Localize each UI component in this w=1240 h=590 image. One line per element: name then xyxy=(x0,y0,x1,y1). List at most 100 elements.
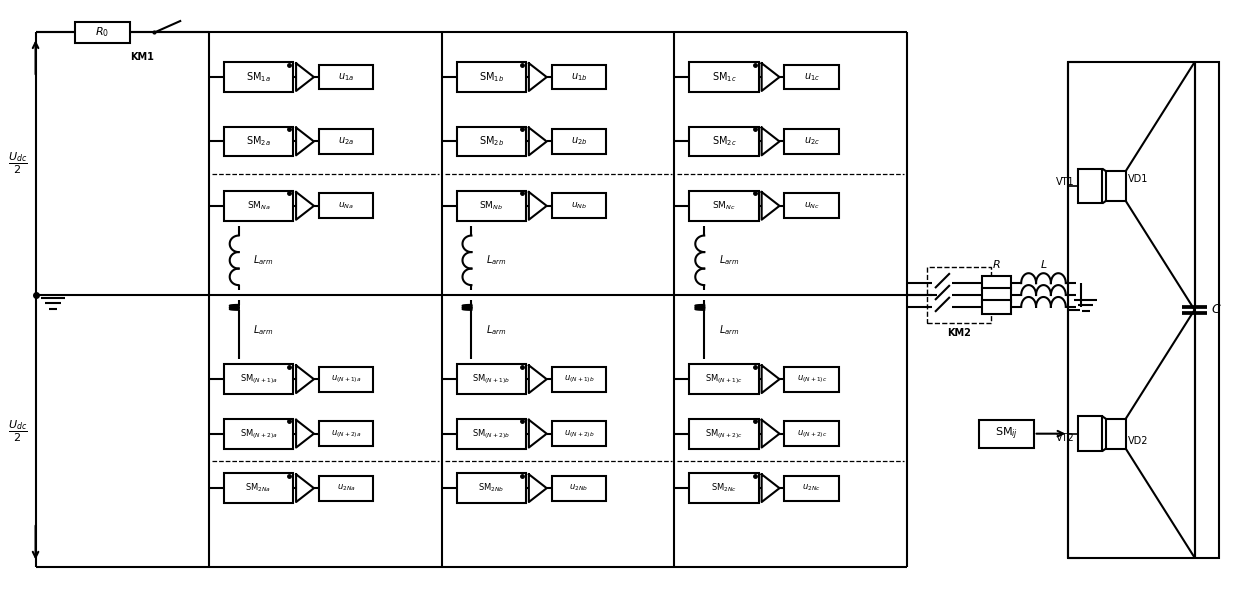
Bar xyxy=(689,473,759,503)
Text: $\mathrm{SM}_{2b}$: $\mathrm{SM}_{2b}$ xyxy=(479,135,503,148)
Bar xyxy=(785,65,839,90)
Text: $u_{2b}$: $u_{2b}$ xyxy=(570,136,587,148)
Polygon shape xyxy=(529,192,547,219)
Text: $L$: $L$ xyxy=(1039,258,1048,270)
Bar xyxy=(552,476,606,500)
Text: $\dfrac{U_{dc}}{2}$: $\dfrac{U_{dc}}{2}$ xyxy=(7,418,27,444)
Text: $u_{(N+2)b}$: $u_{(N+2)b}$ xyxy=(563,428,594,440)
Bar xyxy=(319,421,373,446)
Text: $u_{1c}$: $u_{1c}$ xyxy=(804,71,820,83)
Text: $u_{(N+2)c}$: $u_{(N+2)c}$ xyxy=(796,428,827,440)
Text: $u_{2Na}$: $u_{2Na}$ xyxy=(337,483,356,493)
Text: $\mathrm{SM}_{(N+2)a}$: $\mathrm{SM}_{(N+2)a}$ xyxy=(239,427,278,441)
Text: $\mathrm{SM}_{Nb}$: $\mathrm{SM}_{Nb}$ xyxy=(479,199,503,212)
Text: $\mathrm{SM}_{ij}$: $\mathrm{SM}_{ij}$ xyxy=(994,425,1018,442)
Text: KM2: KM2 xyxy=(947,327,971,337)
Bar xyxy=(552,367,606,392)
Polygon shape xyxy=(761,192,780,219)
Text: $L_{arm}$: $L_{arm}$ xyxy=(253,323,274,336)
Polygon shape xyxy=(296,365,314,393)
Text: $L_{arm}$: $L_{arm}$ xyxy=(486,323,507,336)
Text: $\mathrm{SM}_{(N+2)b}$: $\mathrm{SM}_{(N+2)b}$ xyxy=(472,427,510,441)
Text: $\mathrm{SM}_{2Nc}$: $\mathrm{SM}_{2Nc}$ xyxy=(711,482,737,494)
Bar xyxy=(928,267,992,323)
Bar xyxy=(689,365,759,394)
Text: $u_{Nb}$: $u_{Nb}$ xyxy=(570,201,587,211)
Bar xyxy=(552,65,606,90)
Bar xyxy=(785,129,839,154)
Text: $R_0$: $R_0$ xyxy=(95,25,109,40)
Polygon shape xyxy=(296,474,314,502)
Bar xyxy=(785,367,839,392)
Bar xyxy=(689,191,759,221)
Text: $\mathrm{SM}_{(N+2)c}$: $\mathrm{SM}_{(N+2)c}$ xyxy=(706,427,743,441)
Polygon shape xyxy=(529,63,547,91)
Bar xyxy=(223,473,293,503)
Text: $L_{arm}$: $L_{arm}$ xyxy=(719,254,739,267)
Bar xyxy=(980,420,1034,448)
Text: $u_{(N+1)b}$: $u_{(N+1)b}$ xyxy=(563,373,594,385)
Text: $u_{2Nb}$: $u_{2Nb}$ xyxy=(569,483,588,493)
Bar xyxy=(552,421,606,446)
Bar xyxy=(223,419,293,448)
Polygon shape xyxy=(529,474,547,502)
Text: $\dfrac{U_{dc}}{2}$: $\dfrac{U_{dc}}{2}$ xyxy=(7,151,27,176)
Bar xyxy=(1106,419,1126,448)
Text: $\mathrm{SM}_{1b}$: $\mathrm{SM}_{1b}$ xyxy=(479,70,503,84)
Text: VT1: VT1 xyxy=(1056,177,1075,187)
Bar xyxy=(456,419,526,448)
Bar xyxy=(982,288,1012,302)
Text: $\mathrm{SM}_{2a}$: $\mathrm{SM}_{2a}$ xyxy=(246,135,270,148)
Bar xyxy=(456,365,526,394)
Polygon shape xyxy=(296,420,314,448)
Text: $\mathrm{SM}_{1a}$: $\mathrm{SM}_{1a}$ xyxy=(246,70,270,84)
Text: $L_{arm}$: $L_{arm}$ xyxy=(253,254,274,267)
Text: VD2: VD2 xyxy=(1127,435,1148,445)
Text: $\mathrm{SM}_{1c}$: $\mathrm{SM}_{1c}$ xyxy=(712,70,737,84)
Text: $u_{Na}$: $u_{Na}$ xyxy=(339,201,355,211)
Text: $u_{2c}$: $u_{2c}$ xyxy=(804,136,820,148)
Text: $\mathrm{SM}_{Nc}$: $\mathrm{SM}_{Nc}$ xyxy=(712,199,735,212)
Bar xyxy=(552,194,606,218)
Bar xyxy=(689,419,759,448)
Bar xyxy=(982,276,1012,290)
Bar xyxy=(319,476,373,500)
Text: $\mathrm{SM}_{2Nb}$: $\mathrm{SM}_{2Nb}$ xyxy=(479,482,505,494)
Bar xyxy=(319,65,373,90)
Bar xyxy=(456,473,526,503)
Text: $u_{(N+1)a}$: $u_{(N+1)a}$ xyxy=(331,373,361,385)
Bar xyxy=(1078,417,1102,451)
Bar xyxy=(223,365,293,394)
Polygon shape xyxy=(296,192,314,219)
Polygon shape xyxy=(529,127,547,155)
Text: $\mathrm{SM}_{(N+1)b}$: $\mathrm{SM}_{(N+1)b}$ xyxy=(472,372,510,386)
Text: $u_{2a}$: $u_{2a}$ xyxy=(339,136,355,148)
Bar xyxy=(456,191,526,221)
Text: $u_{1a}$: $u_{1a}$ xyxy=(339,71,355,83)
Polygon shape xyxy=(296,127,314,155)
Text: $\mathrm{SM}_{Na}$: $\mathrm{SM}_{Na}$ xyxy=(247,199,270,212)
Bar xyxy=(456,62,526,92)
Bar xyxy=(785,421,839,446)
Polygon shape xyxy=(761,365,780,393)
Text: $u_{(N+2)a}$: $u_{(N+2)a}$ xyxy=(331,428,361,440)
Bar xyxy=(319,367,373,392)
Bar xyxy=(319,129,373,154)
Bar xyxy=(982,300,1012,314)
Polygon shape xyxy=(761,420,780,448)
Polygon shape xyxy=(761,63,780,91)
Text: $\mathrm{SM}_{2c}$: $\mathrm{SM}_{2c}$ xyxy=(712,135,737,148)
Polygon shape xyxy=(761,474,780,502)
Text: $C$: $C$ xyxy=(1211,303,1221,316)
Bar xyxy=(785,476,839,500)
Text: KM1: KM1 xyxy=(130,53,154,63)
Polygon shape xyxy=(761,127,780,155)
Text: VD1: VD1 xyxy=(1127,174,1148,184)
Bar xyxy=(223,191,293,221)
Text: $u_{Nc}$: $u_{Nc}$ xyxy=(804,201,820,211)
Polygon shape xyxy=(296,63,314,91)
Bar xyxy=(689,127,759,156)
Polygon shape xyxy=(529,420,547,448)
Bar xyxy=(76,22,130,44)
Bar xyxy=(689,62,759,92)
